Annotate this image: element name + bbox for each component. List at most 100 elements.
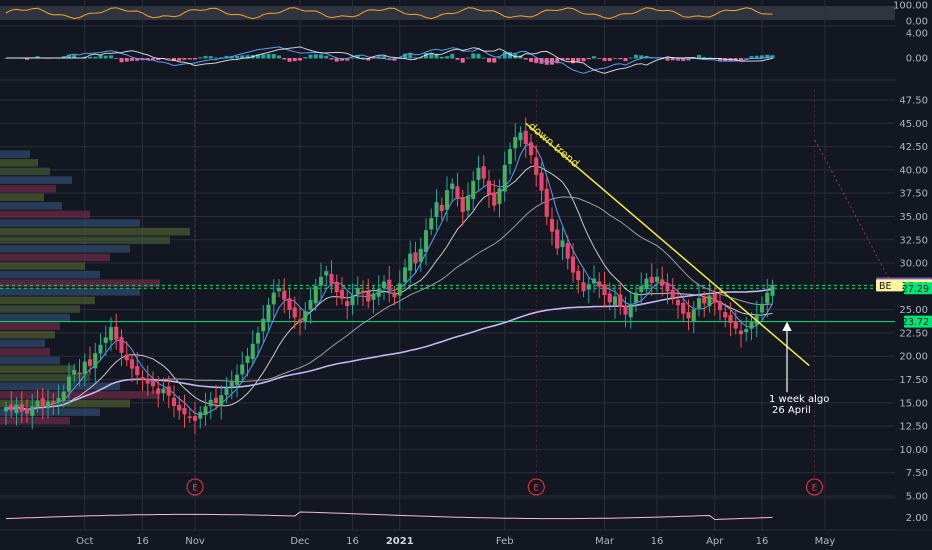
earnings-label: E bbox=[533, 484, 539, 494]
macd-histogram-bar bbox=[88, 56, 92, 59]
macd-histogram-bar bbox=[135, 58, 140, 61]
trend-line[interactable]: down trend bbox=[525, 120, 896, 367]
candle bbox=[51, 401, 56, 405]
macd-histogram-bar bbox=[119, 58, 124, 63]
candle bbox=[3, 407, 9, 412]
macd-histogram-bar bbox=[303, 57, 308, 59]
price-tick-label: 25.00 bbox=[899, 305, 928, 316]
candle bbox=[108, 327, 114, 341]
candle bbox=[381, 281, 387, 289]
lower-indicator-line bbox=[5, 511, 773, 521]
candle bbox=[549, 218, 555, 232]
macd-histogram-bar bbox=[345, 58, 350, 61]
price-badge-label: BE bbox=[879, 281, 892, 292]
candle bbox=[770, 285, 775, 296]
candle bbox=[565, 243, 570, 259]
volume-profile-bar bbox=[0, 408, 100, 416]
macd-histogram-bar bbox=[282, 58, 287, 60]
macd-histogram-bar bbox=[749, 56, 754, 59]
candle bbox=[114, 326, 119, 340]
rsi-line bbox=[5, 7, 773, 20]
candle bbox=[45, 401, 51, 409]
candle bbox=[35, 400, 40, 407]
candle bbox=[591, 278, 597, 284]
candle bbox=[77, 372, 82, 375]
macd-histogram-bar bbox=[471, 53, 476, 59]
price-badge-value: 27.29 bbox=[902, 284, 929, 295]
macd-histogram-bar bbox=[681, 58, 686, 61]
candle bbox=[471, 180, 476, 199]
price-axis[interactable]: 47.50 45.00 42.50 40.00 37.50 35.00 32.50 30.00… bbox=[893, 0, 932, 530]
candle bbox=[681, 302, 686, 314]
candle bbox=[297, 319, 303, 323]
candle bbox=[523, 130, 528, 145]
macd-signal-line bbox=[6, 46, 773, 74]
candle bbox=[450, 183, 455, 190]
macd-histogram-bar bbox=[565, 58, 570, 61]
macd-histogram-bar bbox=[639, 55, 644, 59]
candle bbox=[618, 294, 623, 308]
macd-indicator bbox=[4, 46, 775, 74]
macd-histogram-bar bbox=[287, 58, 292, 62]
candle bbox=[607, 293, 612, 303]
candle bbox=[303, 311, 308, 323]
candle bbox=[576, 270, 581, 281]
price-tick-label: 40.00 bbox=[899, 165, 928, 176]
macd-histogram-bar bbox=[597, 58, 602, 59]
candle bbox=[61, 391, 66, 401]
macd-histogram-bar bbox=[319, 54, 323, 59]
candle bbox=[250, 343, 255, 360]
macd-histogram-bar bbox=[613, 58, 617, 59]
time-axis[interactable]: Oct 16 Nov Dec 16 2021 Feb Mar 16 Apr 16 May bbox=[76, 536, 835, 547]
macd-histogram-bar bbox=[198, 57, 203, 59]
trend-line-label: down trend bbox=[526, 120, 582, 170]
macd-histogram-bar bbox=[754, 55, 759, 59]
candle bbox=[98, 344, 103, 354]
candle bbox=[660, 279, 665, 286]
price-tick-label: 35.00 bbox=[899, 212, 928, 223]
macd-histogram-bar bbox=[445, 56, 449, 59]
volume-profile-bar bbox=[0, 245, 130, 253]
candle bbox=[765, 292, 770, 304]
macd-histogram-bar bbox=[355, 55, 360, 59]
candle bbox=[166, 386, 171, 396]
volume-profile-bar bbox=[0, 313, 70, 322]
earnings-marker-icon bbox=[527, 478, 545, 496]
candle bbox=[366, 291, 371, 302]
candle bbox=[19, 404, 24, 412]
candle bbox=[276, 287, 282, 292]
candle bbox=[93, 353, 98, 369]
price-axis-bg bbox=[896, 0, 932, 530]
candle bbox=[87, 359, 93, 366]
volume-profile-bar bbox=[0, 167, 50, 176]
volume-profile-bar bbox=[0, 322, 60, 330]
candle bbox=[429, 218, 434, 230]
time-tick-label: 16 bbox=[346, 536, 359, 547]
macd-histogram-bar bbox=[25, 58, 29, 60]
price-tick-label: 32.50 bbox=[899, 235, 928, 246]
time-tick-label: 2021 bbox=[386, 536, 414, 547]
macd-histogram-bar bbox=[424, 53, 428, 59]
macd-histogram-bar bbox=[460, 58, 465, 63]
candle bbox=[623, 305, 628, 315]
volume-profile-bar bbox=[0, 159, 38, 167]
candle bbox=[418, 248, 423, 262]
macd-histogram-bar bbox=[523, 58, 528, 60]
candle bbox=[72, 369, 77, 375]
volume-profile-bar bbox=[0, 176, 72, 184]
macd-histogram-bar bbox=[177, 58, 182, 61]
candle bbox=[255, 332, 261, 344]
volume-profile-bar bbox=[0, 356, 60, 365]
candle bbox=[717, 301, 723, 310]
candle bbox=[219, 395, 224, 406]
price-tick-label: 10.00 bbox=[899, 445, 928, 456]
price-tick-label: 5.00 bbox=[906, 492, 928, 503]
candle bbox=[707, 295, 712, 307]
candle bbox=[728, 314, 733, 323]
macd-histogram-bar bbox=[592, 56, 596, 59]
candle bbox=[691, 309, 696, 322]
candle bbox=[502, 164, 507, 192]
macd-histogram-bar bbox=[497, 57, 502, 59]
